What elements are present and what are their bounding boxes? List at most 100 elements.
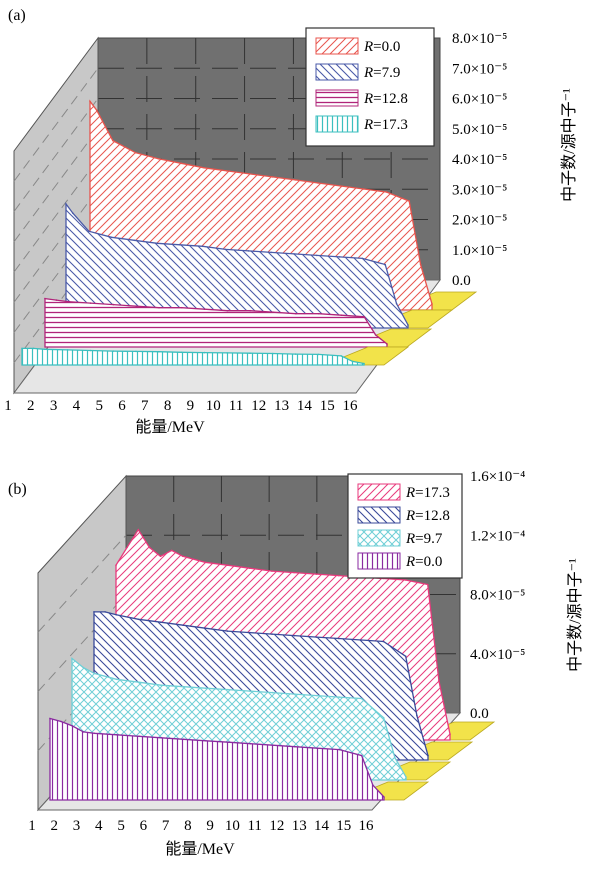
- data-point: [226, 352, 228, 354]
- data-point: [382, 717, 385, 719]
- data-point: [32, 347, 35, 350]
- data-point: [294, 179, 297, 181]
- legend-label: R=9.7: [405, 531, 443, 547]
- x-tick-label: 13: [292, 818, 307, 834]
- data-point: [159, 555, 162, 558]
- panel-label: (a): [8, 7, 26, 24]
- data-point: [156, 242, 158, 245]
- data-point: [134, 151, 137, 154]
- data-point: [88, 230, 90, 232]
- legend: R=17.3 R=12.8 R=9.7 R=0.0: [347, 473, 463, 579]
- legend-label: R=12.8: [405, 508, 450, 524]
- z-tick-label: 6.0×10⁻⁵: [452, 92, 507, 108]
- x-tick-label: 6: [118, 398, 126, 414]
- data-point: [226, 170, 228, 172]
- data-point: [338, 637, 340, 640]
- legend-label: R=7.9: [363, 65, 400, 81]
- z-axis-label: 中子数/源中子⁻¹: [566, 558, 584, 672]
- legend-label: R=17.3: [363, 117, 408, 133]
- x-tick-label: 15: [320, 398, 335, 414]
- data-point: [272, 352, 274, 355]
- data-point: [21, 347, 23, 350]
- data-point: [372, 784, 374, 786]
- legend-label: R=12.8: [363, 91, 408, 107]
- data-point: [158, 306, 160, 309]
- x-axis-label: 能量/MeV: [165, 840, 235, 858]
- data-point: [416, 714, 418, 717]
- x-tick-label: 14: [297, 398, 313, 414]
- data-point: [294, 353, 297, 355]
- legend-label: R=0.0: [363, 39, 400, 55]
- data-point: [93, 672, 96, 675]
- data-point: [135, 305, 137, 308]
- series-R=0.0: [49, 717, 430, 801]
- x-tick-label: 4: [95, 818, 103, 834]
- data-point: [137, 618, 140, 621]
- data-point: [383, 796, 385, 798]
- data-point: [249, 690, 251, 692]
- data-point: [316, 747, 319, 749]
- x-tick-label: 8: [184, 818, 192, 834]
- data-point: [293, 634, 296, 637]
- data-point: [138, 735, 140, 738]
- data-point: [271, 633, 273, 635]
- x-tick-label: 11: [229, 398, 243, 414]
- data-point: [337, 574, 340, 577]
- x-tick-label: 3: [73, 818, 81, 834]
- data-point: [272, 311, 274, 314]
- data-point: [170, 549, 173, 552]
- data-point: [82, 666, 84, 669]
- chart-b-svg: 1 2 3 4 5 6 7 8 9 10 11 12 13 14 15 16能量/MeV0.04.0×10⁻⁵…: [8, 469, 584, 858]
- x-tick-label: 14: [314, 818, 330, 834]
- legend-swatch: [357, 506, 401, 524]
- data-point: [317, 182, 319, 184]
- panel-label: (b): [8, 481, 27, 498]
- data-point: [227, 741, 229, 743]
- data-point: [158, 350, 160, 353]
- data-point: [374, 334, 377, 336]
- x-tick-label: 5: [95, 398, 103, 414]
- data-point: [226, 309, 229, 312]
- z-axis-label: 中子数/源中子⁻¹: [560, 88, 578, 202]
- series-R=17.3: [21, 346, 410, 366]
- z-tick-label: 7.0×10⁻⁵: [452, 61, 507, 77]
- z-tick-label: 1.6×10⁻⁴: [470, 469, 525, 485]
- area-series-3: [49, 717, 385, 801]
- data-point: [248, 567, 251, 569]
- data-point: [182, 685, 185, 688]
- z-tick-label: 4.0×10⁻⁵: [470, 647, 525, 663]
- data-point: [49, 717, 51, 720]
- x-tick-label: 15: [336, 818, 351, 834]
- x-tick-label: 5: [117, 818, 125, 834]
- x-tick-label: 2: [27, 398, 35, 414]
- data-point: [72, 212, 74, 214]
- data-point: [182, 624, 184, 626]
- z-tick-label: 0.0: [452, 273, 471, 289]
- x-tick-label: 10: [225, 818, 240, 834]
- data-point: [67, 300, 69, 303]
- data-point: [408, 200, 411, 202]
- data-point: [316, 254, 318, 257]
- data-point: [93, 732, 96, 735]
- z-tick-label: 4.0×10⁻⁵: [452, 152, 507, 168]
- data-point: [60, 720, 62, 723]
- data-point: [112, 303, 115, 306]
- legend: R=0.0 R=7.9 R=12.8 R=17.3: [305, 27, 435, 147]
- x-tick-label: 7: [141, 398, 149, 414]
- data-point: [82, 731, 85, 733]
- data-point: [360, 639, 363, 641]
- z-tick-label: 8.0×10⁻⁵: [452, 31, 507, 47]
- data-point: [315, 636, 318, 638]
- data-point: [394, 757, 396, 759]
- data-point: [293, 571, 295, 574]
- data-point: [271, 744, 274, 746]
- data-point: [340, 185, 342, 187]
- data-point: [202, 245, 204, 248]
- z-tick-label: 1.2×10⁻⁴: [470, 528, 525, 544]
- legend-swatch: [315, 37, 359, 55]
- x-tick-label: 16: [343, 398, 359, 414]
- data-point: [148, 546, 151, 549]
- legend-swatch: [315, 89, 359, 107]
- data-point: [71, 725, 74, 727]
